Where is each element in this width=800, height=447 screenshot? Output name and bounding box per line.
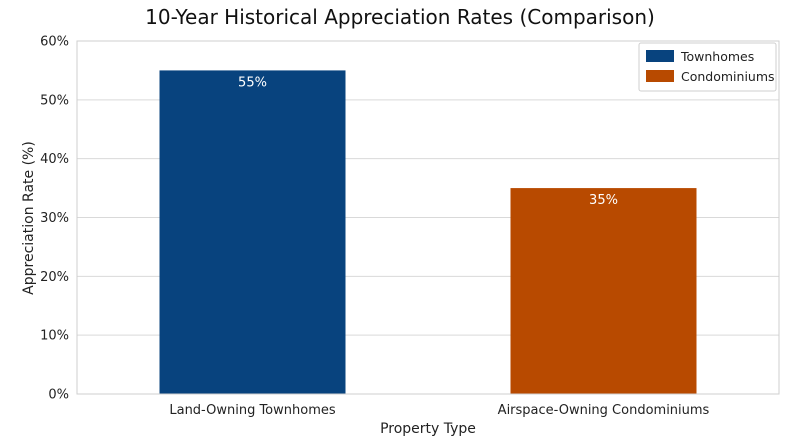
legend-label: Condominiums xyxy=(681,69,775,84)
y-tick-label: 30% xyxy=(40,211,69,226)
legend-swatch xyxy=(646,70,674,82)
y-tick-label: 50% xyxy=(40,93,69,108)
y-tick-label: 60% xyxy=(40,35,69,50)
x-tick-label: Airspace-Owning Condominiums xyxy=(498,403,710,418)
x-tick-label: Land-Owning Townhomes xyxy=(169,403,336,418)
y-ticks: 0% 10% 20% 30% 40% 50% 60% xyxy=(40,35,69,403)
y-tick-label: 10% xyxy=(40,329,69,344)
plot-frame xyxy=(76,40,780,395)
chart-title: 10-Year Historical Appreciation Rates (C… xyxy=(145,5,655,29)
y-axis-label: Appreciation Rate (%) xyxy=(21,141,37,295)
legend-label: Townhomes xyxy=(680,49,754,64)
legend: Townhomes Condominiums xyxy=(638,42,777,92)
legend-swatch xyxy=(646,50,674,62)
bar-data-label: 55% xyxy=(238,75,267,90)
bar-townhomes xyxy=(159,70,346,395)
bars: 55% 35% xyxy=(159,70,697,395)
bar-condominiums xyxy=(510,188,697,394)
y-tick-label: 0% xyxy=(48,388,69,403)
x-axis-label: Property Type xyxy=(380,421,476,437)
x-ticks: Land-Owning Townhomes Airspace-Owning Con… xyxy=(169,403,709,418)
bar-data-label: 35% xyxy=(589,193,618,208)
y-tick-label: 40% xyxy=(40,152,69,167)
y-tick-label: 20% xyxy=(40,270,69,285)
